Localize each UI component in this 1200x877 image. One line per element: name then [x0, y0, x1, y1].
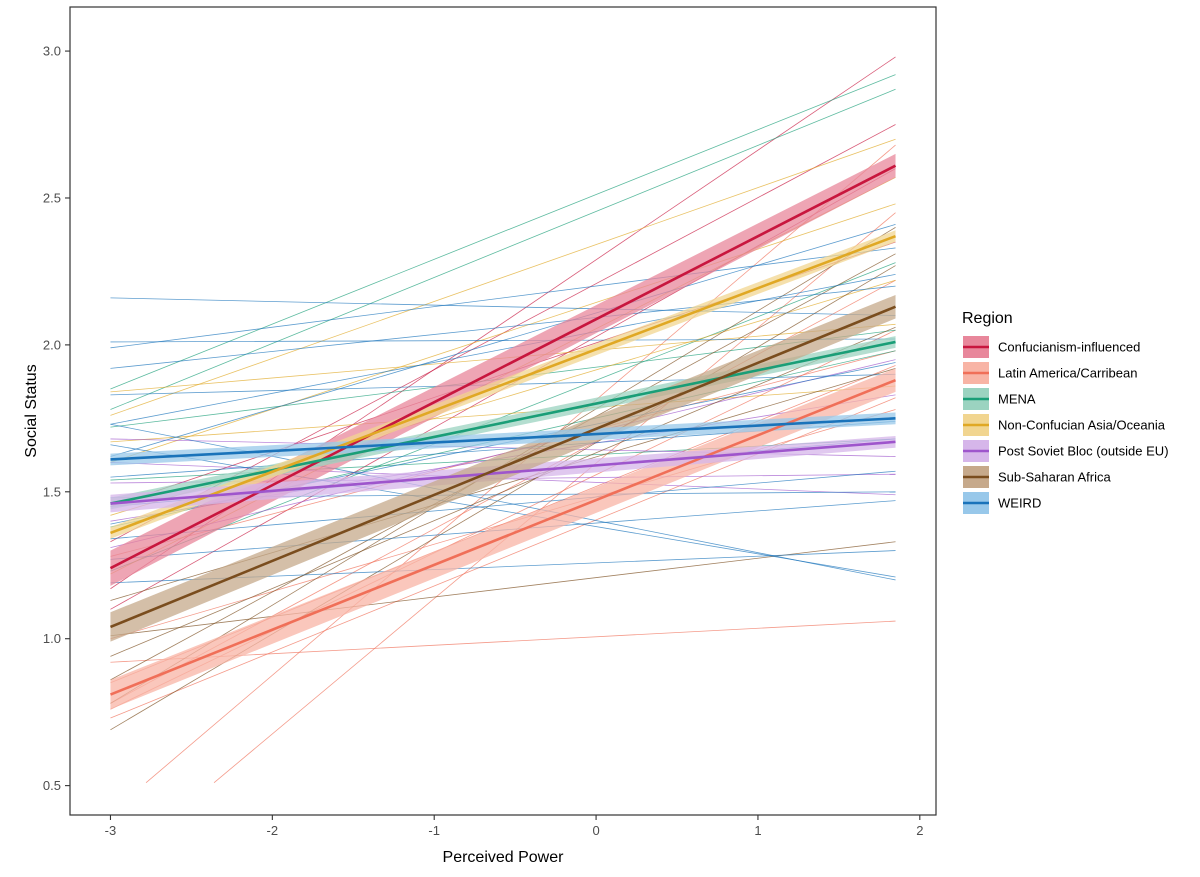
x-axis: -3 -2 -1 0 1 2: [105, 815, 923, 838]
legend-item-post-soviet-bloc-outside-eu: Post Soviet Bloc (outside EU): [963, 440, 1169, 462]
y-axis-title: Social Status: [23, 364, 40, 457]
x-tick-label: 0: [592, 823, 599, 838]
plot-area: [69, 6, 937, 816]
x-tick-label: -3: [105, 823, 117, 838]
plot-border: [69, 6, 937, 816]
y-tick-label: 1.0: [43, 631, 61, 646]
legend-item-latin-america-carribean: Latin America/Carribean: [963, 362, 1137, 384]
legend-label: Latin America/Carribean: [998, 366, 1137, 381]
legend-label: Post Soviet Bloc (outside EU): [998, 444, 1169, 459]
y-tick-label: 1.5: [43, 484, 61, 499]
country-line-non-confucian-asia-oceania: [110, 385, 896, 443]
country-line-weird: [110, 224, 896, 457]
x-tick-label: -2: [267, 823, 279, 838]
x-tick-label: 2: [916, 823, 923, 838]
series-line-sub-saharan-africa: [109, 305, 897, 629]
country-line-weird: [110, 285, 896, 369]
legend-item-confucianism-influenced: Confucianism-influenced: [963, 336, 1140, 358]
legend-item-weird: WEIRD: [963, 492, 1041, 514]
x-tick-label: -1: [428, 823, 440, 838]
legend-label: WEIRD: [998, 496, 1041, 511]
legend-label: Confucianism-influenced: [998, 340, 1140, 355]
y-tick-label: 2.5: [43, 190, 61, 205]
country-line-mena: [110, 74, 896, 390]
region-lines: [109, 164, 897, 696]
legend-label: Sub-Saharan Africa: [998, 470, 1112, 485]
series-line-mena: [110, 340, 896, 505]
series-line-latin-america-carribean: [109, 378, 897, 696]
x-axis-title: Perceived Power: [443, 849, 565, 866]
legend-label: MENA: [998, 392, 1036, 407]
legend: Region Confucianism-influenced Latin Amer…: [962, 310, 1169, 514]
legend-item-sub-saharan-africa: Sub-Saharan Africa: [963, 466, 1112, 488]
legend-item-non-confucian-asia-oceania: Non-Confucian Asia/Oceania: [963, 414, 1166, 436]
y-tick-label: 2.0: [43, 337, 61, 352]
country-line-sub-saharan-africa: [110, 541, 896, 637]
legend-label: Non-Confucian Asia/Oceania: [998, 418, 1166, 433]
country-line-weird: [110, 297, 896, 316]
country-line-non-confucian-asia-oceania: [110, 138, 896, 416]
country-line-weird: [110, 247, 896, 349]
series-line-weird: [110, 417, 896, 461]
legend-item-mena: MENA: [963, 388, 1036, 410]
country-line-weird: [110, 273, 896, 425]
legend-title: Region: [962, 310, 1013, 327]
country-line-sub-saharan-africa: [110, 326, 896, 657]
country-line-mena: [110, 88, 896, 410]
y-axis: 0.5 1.0 1.5 2.0 2.5 3.0: [43, 44, 70, 793]
y-tick-label: 0.5: [43, 778, 61, 793]
series-line-confucianism-influenced: [109, 164, 897, 570]
series-line-non-confucian-asia-oceania: [110, 234, 896, 535]
country-line-non-confucian-asia-oceania: [110, 203, 896, 463]
series-line-post-soviet-bloc-outside-eu: [110, 440, 896, 505]
country-line-weird: [110, 444, 896, 578]
x-tick-label: 1: [754, 823, 761, 838]
country-line-weird: [110, 470, 896, 540]
ribbon-confucianism-influenced: [110, 153, 896, 586]
y-tick-label: 3.0: [43, 44, 61, 59]
legend-items: Confucianism-influenced Latin America/Car…: [963, 336, 1169, 514]
